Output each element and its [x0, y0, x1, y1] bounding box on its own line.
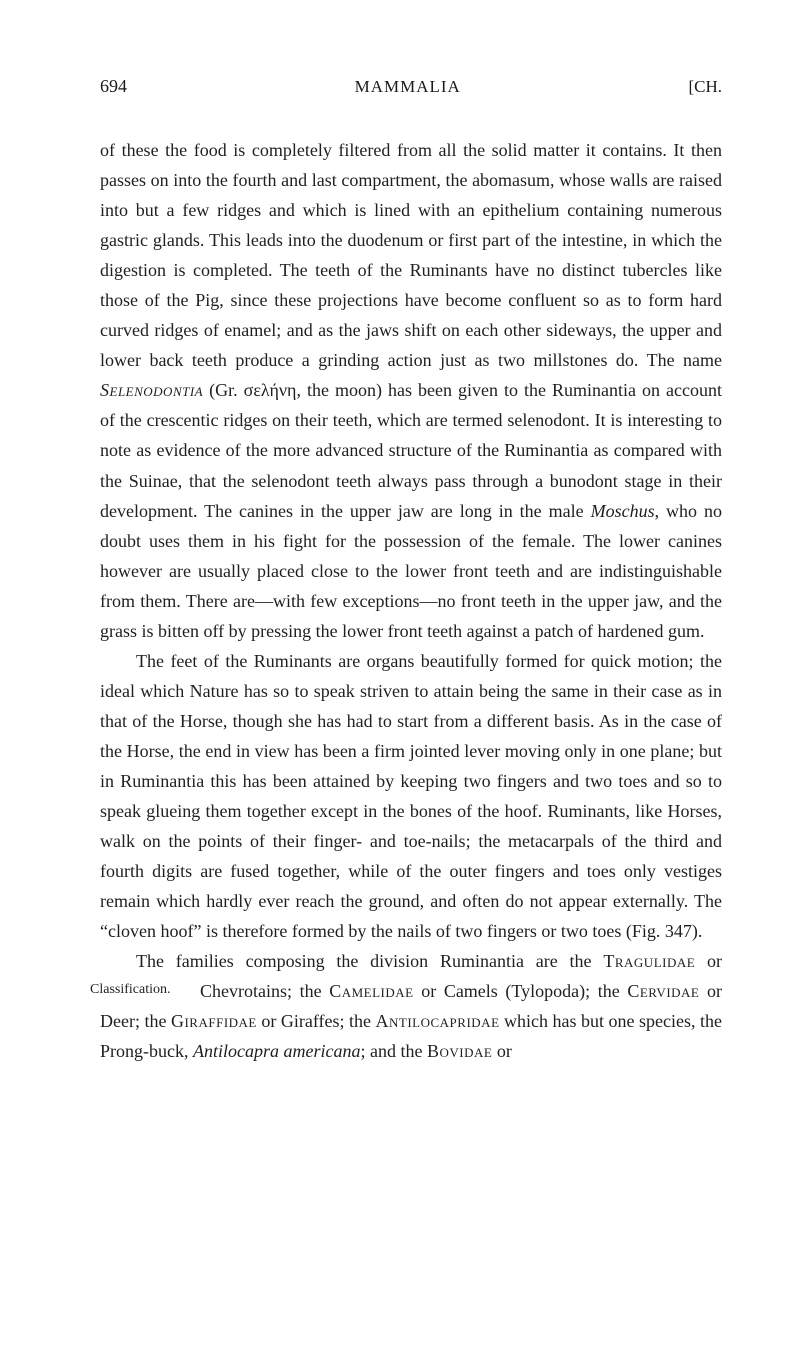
text-run: The feet of the Ruminants are organs bea…: [100, 651, 722, 941]
family-cervidae: Cervidae: [627, 981, 699, 1001]
paragraph-2: The feet of the Ruminants are organs bea…: [100, 646, 722, 946]
body-text: of these the food is completely filtered…: [100, 135, 722, 1066]
paragraph-3: The families composing the division Rumi…: [100, 946, 722, 1066]
margin-note-classification: Classification.: [90, 982, 190, 999]
text-run: ; and the: [360, 1041, 426, 1061]
family-camelidae: Camelidae: [329, 981, 413, 1001]
text-run: The families composing the division Rumi…: [136, 951, 603, 971]
text-run: or Camels (Tylopoda); the: [414, 981, 628, 1001]
term-moschus: Moschus: [591, 501, 655, 521]
chapter-mark: [CH.: [688, 77, 722, 97]
family-antilocapridae: Antilocapridae: [376, 1011, 500, 1031]
term-selenodontia: Selenodontia: [100, 380, 203, 400]
page-header: 694 MAMMALIA [CH.: [100, 76, 722, 97]
page-number: 694: [100, 76, 127, 97]
family-tragulidae: Tragu­lidae: [603, 951, 695, 971]
text-run: (Gr. σελήνη, the moon) has been given to…: [100, 380, 722, 520]
text-run: or: [492, 1041, 512, 1061]
text-run: , who no doubt uses them in his fight fo…: [100, 501, 722, 641]
running-title: MAMMALIA: [355, 77, 461, 97]
text-run: of these the food is completely filtered…: [100, 140, 722, 370]
page: 694 MAMMALIA [CH. of these the food is c…: [0, 0, 800, 1355]
species-antilocapra: Antilocapra americana: [193, 1041, 360, 1061]
family-giraffidae: Giraffidae: [171, 1011, 257, 1031]
paragraph-1: of these the food is completely filtered…: [100, 135, 722, 646]
family-bovidae: Bovidae: [427, 1041, 492, 1061]
text-run: or Giraffes; the: [257, 1011, 376, 1031]
